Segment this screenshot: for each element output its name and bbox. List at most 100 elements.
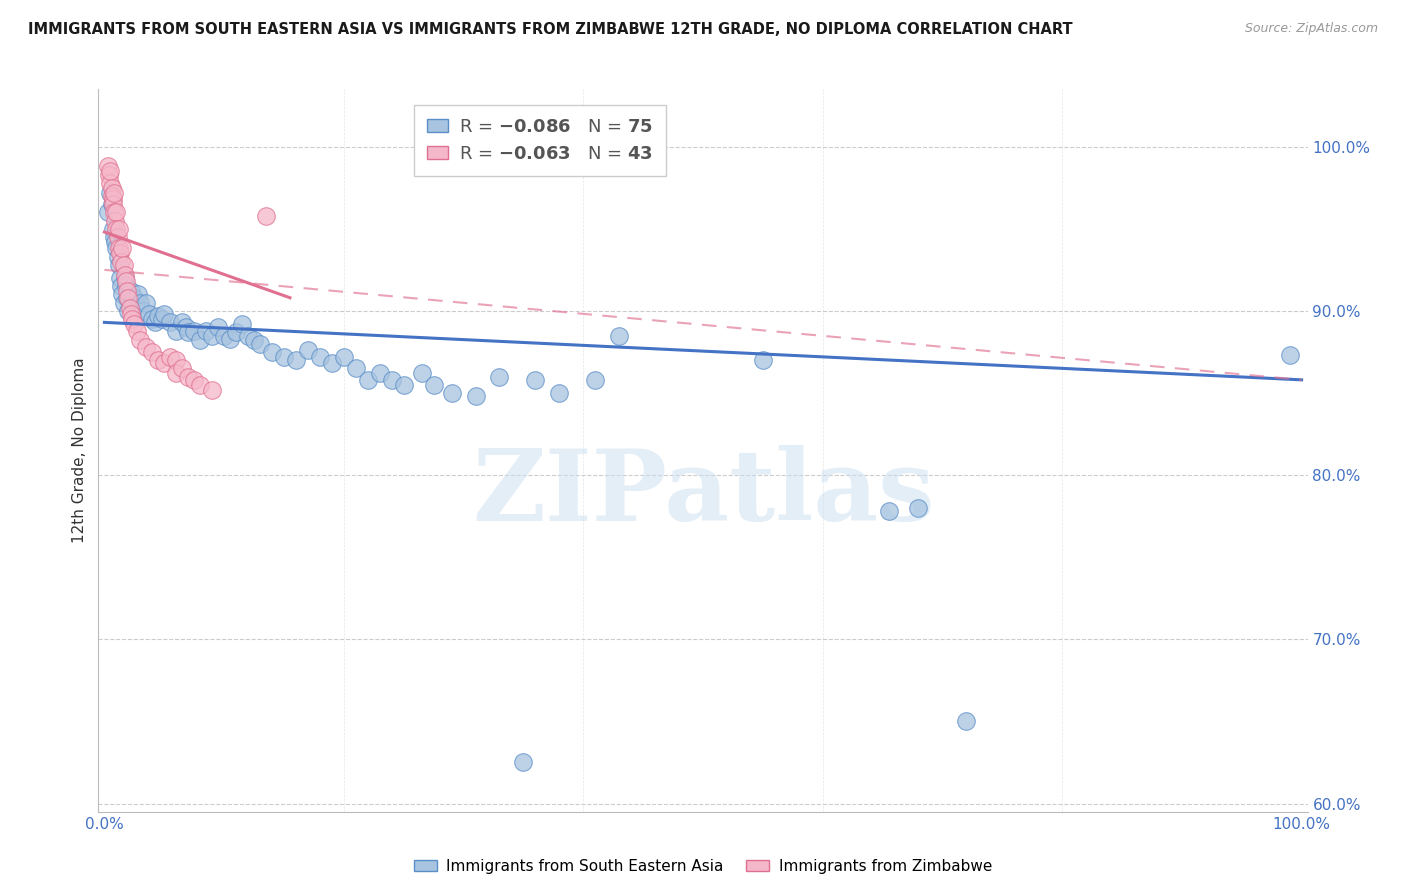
Point [368, 366, 391, 380]
Point [392, 377, 415, 392]
Point [188, 377, 211, 392]
Point [321, 356, 343, 370]
Point [243, 334, 266, 348]
Point [201, 383, 224, 397]
Legend: R = $\mathbf{-0.086}$   N = $\mathbf{75}$, R = $\mathbf{-0.063}$   N = $\mathbf{: R = $\mathbf{-0.086}$ N = $\mathbf{75}$,… [413, 105, 665, 176]
Y-axis label: 12th Grade, No Diploma: 12th Grade, No Diploma [72, 358, 87, 543]
Point [464, 389, 486, 403]
Point [105, 242, 128, 256]
Point [422, 377, 444, 392]
Point [225, 325, 247, 339]
Point [207, 320, 229, 334]
Point [121, 312, 143, 326]
Point [114, 271, 136, 285]
Point [124, 291, 146, 305]
Point [877, 504, 900, 518]
Point [488, 369, 510, 384]
Point [135, 340, 157, 354]
Point [117, 291, 139, 305]
Point [97, 160, 120, 174]
Point [100, 176, 122, 190]
Point [97, 205, 120, 219]
Point [135, 295, 157, 310]
Point [153, 307, 176, 321]
Point [148, 309, 170, 323]
Point [112, 295, 135, 310]
Point [115, 284, 138, 298]
Point [159, 350, 181, 364]
Legend: Immigrants from South Eastern Asia, Immigrants from Zimbabwe: Immigrants from South Eastern Asia, Immi… [408, 853, 998, 880]
Point [219, 332, 242, 346]
Point [150, 312, 173, 326]
Point [104, 213, 127, 227]
Point [100, 189, 122, 203]
Point [120, 284, 142, 298]
Point [107, 230, 129, 244]
Point [143, 315, 166, 329]
Point [524, 373, 547, 387]
Point [111, 242, 134, 256]
Point [100, 180, 122, 194]
Point [381, 373, 404, 387]
Point [108, 246, 131, 260]
Point [111, 287, 134, 301]
Point [112, 258, 135, 272]
Point [117, 304, 139, 318]
Point [172, 361, 194, 376]
Point [188, 334, 211, 348]
Point [103, 186, 125, 200]
Point [107, 258, 129, 272]
Point [260, 345, 283, 359]
Point [1278, 348, 1301, 362]
Point [333, 350, 356, 364]
Point [195, 324, 218, 338]
Point [583, 373, 606, 387]
Point [103, 205, 125, 219]
Point [165, 366, 187, 380]
Point [165, 324, 187, 338]
Point [110, 279, 132, 293]
Point [114, 268, 136, 282]
Point [104, 235, 127, 249]
Point [124, 299, 146, 313]
Point [100, 164, 122, 178]
Point [120, 307, 142, 321]
Point [132, 304, 155, 318]
Point [907, 500, 929, 515]
Point [129, 334, 152, 348]
Point [125, 324, 148, 338]
Point [236, 328, 259, 343]
Point [411, 366, 433, 380]
Point [309, 350, 332, 364]
Point [107, 250, 129, 264]
Text: Source: ZipAtlas.com: Source: ZipAtlas.com [1244, 22, 1378, 36]
Point [249, 336, 271, 351]
Point [159, 315, 181, 329]
Point [101, 192, 124, 206]
Point [183, 373, 205, 387]
Point [115, 279, 138, 293]
Point [254, 209, 277, 223]
Point [105, 221, 128, 235]
Point [115, 274, 138, 288]
Point [115, 291, 138, 305]
Point [752, 353, 775, 368]
Point [172, 315, 194, 329]
Point [183, 324, 205, 338]
Point [129, 295, 152, 310]
Point [124, 317, 146, 331]
Point [103, 230, 125, 244]
Point [174, 320, 197, 334]
Point [141, 312, 163, 326]
Point [98, 168, 121, 182]
Point [440, 386, 463, 401]
Point [107, 242, 129, 256]
Point [148, 353, 170, 368]
Point [231, 317, 253, 331]
Point [548, 386, 571, 401]
Point [121, 295, 143, 310]
Point [101, 197, 124, 211]
Point [101, 221, 124, 235]
Point [297, 343, 319, 358]
Point [955, 714, 977, 729]
